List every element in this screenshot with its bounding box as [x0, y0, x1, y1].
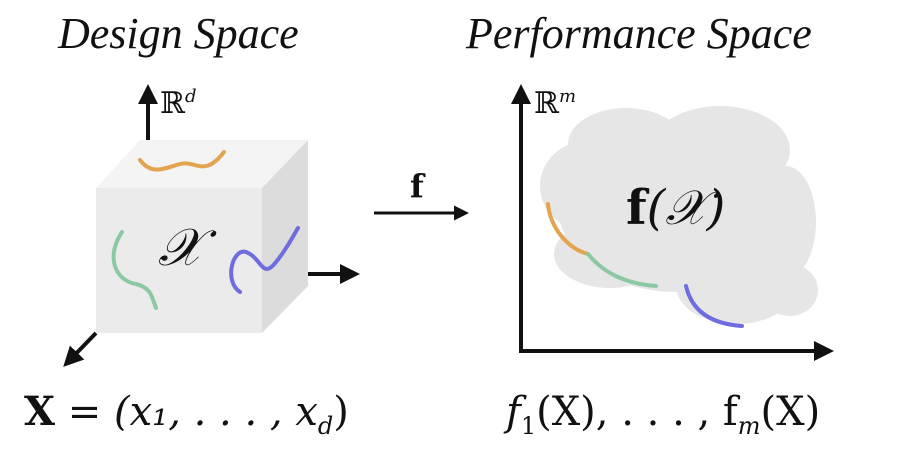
input-vector: X: [24, 388, 56, 435]
performance-cloud: [540, 106, 818, 324]
performance-space-label: ℝm: [534, 88, 576, 119]
output-f1: f: [506, 389, 521, 435]
performance-space-title: Performance Space: [466, 9, 812, 58]
design-axis-down-arrow: [63, 331, 98, 367]
input-components: = (x₁, . . . , x: [67, 389, 318, 435]
green-curve-cloud: [586, 252, 658, 288]
design-space-title: Design Space: [58, 9, 299, 58]
image-set-label: f(𝒳): [626, 184, 725, 232]
reals-symbol-perf: ℝ: [534, 86, 559, 121]
output-sub-1: 1: [520, 412, 537, 440]
green-curve-cube: [111, 230, 158, 310]
output-end: (X): [760, 389, 821, 435]
output-sub-m: m: [737, 412, 761, 440]
image-f: f: [626, 180, 647, 236]
cube-side-face: [262, 140, 308, 333]
input-equation: X = (x₁, . . . , xd): [24, 389, 349, 440]
output-equation: f1(X), . . . , fm(X): [506, 392, 820, 438]
purple-curve-cube: [229, 226, 300, 294]
reals-symbol: ℝ: [160, 86, 185, 121]
design-dimension: d: [184, 86, 197, 107]
orange-curve-cloud: [546, 202, 590, 256]
image-arg: (𝒳): [646, 180, 726, 236]
output-mid: (X), . . . , f: [536, 389, 738, 435]
orange-curve-cube: [138, 150, 226, 172]
input-close: ): [333, 389, 349, 435]
mapping-label: f: [410, 167, 424, 205]
design-space-label: ℝd: [160, 88, 196, 119]
purple-curve-cloud: [684, 284, 744, 328]
cube-top-face: [96, 140, 308, 188]
design-set-symbol: 𝒳: [158, 218, 203, 278]
performance-dimension: m: [558, 86, 577, 107]
input-sub-d: d: [317, 412, 334, 440]
